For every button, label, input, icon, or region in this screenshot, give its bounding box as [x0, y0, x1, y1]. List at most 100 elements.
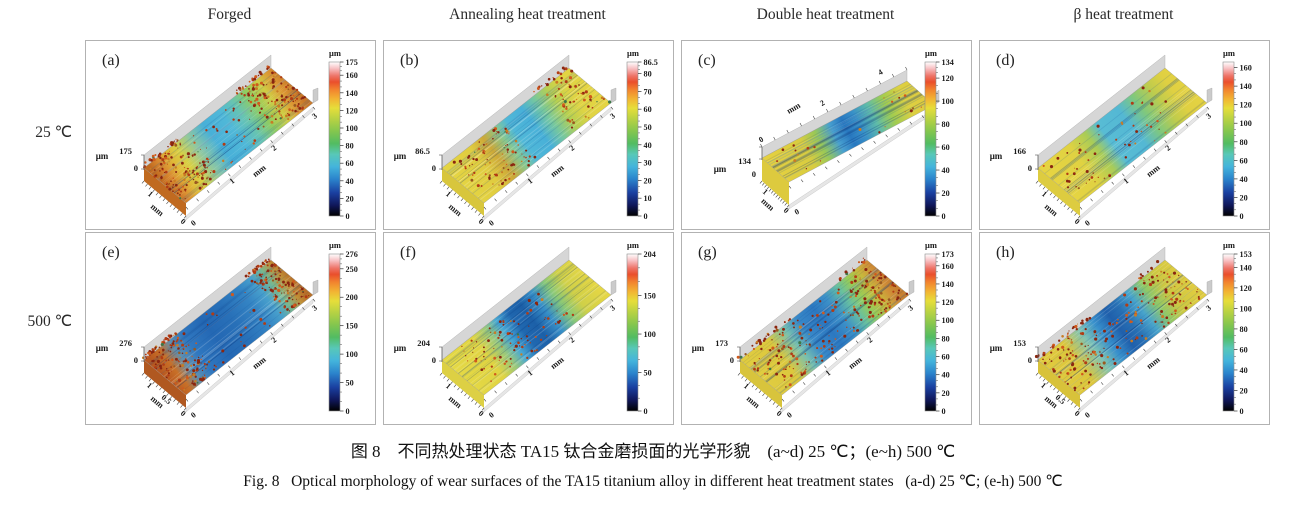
svg-text:μm: μm [627, 240, 639, 250]
svg-text:120: 120 [942, 74, 954, 83]
svg-text:1: 1 [146, 189, 155, 198]
svg-text:mm: mm [250, 354, 267, 371]
svg-text:0: 0 [134, 355, 138, 365]
svg-text:μm: μm [329, 240, 341, 250]
svg-text:1: 1 [742, 381, 751, 390]
svg-text:0: 0 [477, 409, 486, 418]
svg-text:2: 2 [1164, 335, 1173, 345]
svg-text:40: 40 [942, 166, 950, 175]
svg-text:0: 0 [1083, 410, 1092, 420]
svg-text:0: 0 [487, 218, 496, 228]
svg-text:μm: μm [925, 48, 937, 58]
svg-text:30: 30 [644, 159, 652, 168]
svg-text:160: 160 [942, 262, 954, 271]
svg-text:160: 160 [1240, 64, 1252, 73]
svg-text:0: 0 [346, 407, 350, 416]
svg-text:3: 3 [608, 111, 617, 121]
svg-text:40: 40 [1240, 366, 1248, 375]
svg-text:2: 2 [568, 335, 577, 345]
svg-text:0: 0 [189, 218, 198, 228]
svg-text:1: 1 [1039, 381, 1048, 390]
svg-text:mm: mm [1144, 354, 1161, 371]
svg-text:10: 10 [644, 194, 652, 203]
svg-text:0: 0 [1073, 217, 1082, 226]
svg-text:0: 0 [189, 410, 198, 420]
svg-text:1: 1 [228, 368, 237, 378]
svg-text:0: 0 [793, 207, 801, 217]
svg-text:0: 0 [775, 409, 784, 418]
svg-text:50: 50 [644, 123, 652, 132]
svg-text:0: 0 [1240, 212, 1244, 221]
svg-text:mm: mm [149, 201, 166, 218]
svg-text:134: 134 [738, 156, 752, 166]
svg-text:mm: mm [447, 393, 464, 410]
svg-text:120: 120 [346, 106, 358, 115]
svg-text:2: 2 [270, 335, 279, 345]
svg-text:86.5: 86.5 [644, 58, 658, 67]
svg-text:140: 140 [942, 280, 954, 289]
svg-text:0: 0 [1240, 407, 1244, 416]
column-header-double: Double heat treatment [756, 6, 895, 23]
svg-text:(f): (f) [400, 244, 416, 261]
svg-text:80: 80 [644, 70, 652, 79]
svg-text:2: 2 [270, 143, 279, 153]
svg-text:0: 0 [644, 407, 648, 416]
row-label-500c: 500 ℃ [27, 313, 72, 330]
panel-e: 1 0.5 0 mm 1 2 3 mm 0 μm 276 0 (e) μm 276 250 200 150 100 5… [85, 232, 376, 425]
svg-text:2: 2 [866, 335, 875, 345]
svg-text:250: 250 [346, 265, 358, 274]
svg-text:86.5: 86.5 [415, 146, 430, 156]
svg-text:(e): (e) [102, 244, 120, 261]
svg-text:mm: mm [745, 393, 762, 410]
svg-text:(g): (g) [698, 244, 717, 261]
svg-text:1: 1 [444, 189, 453, 198]
column-header-annealing: Annealing heat treatment [449, 6, 606, 23]
svg-text:120: 120 [1240, 101, 1252, 110]
svg-text:140: 140 [1240, 263, 1252, 272]
svg-text:μm: μm [96, 151, 109, 161]
svg-text:0: 0 [432, 163, 436, 173]
svg-text:mm: mm [846, 354, 863, 371]
svg-text:0: 0 [432, 355, 436, 365]
svg-text:0: 0 [179, 217, 188, 226]
svg-text:1: 1 [526, 176, 535, 186]
svg-text:100: 100 [1240, 119, 1252, 128]
svg-text:0: 0 [752, 169, 756, 179]
svg-text:0: 0 [1028, 355, 1032, 365]
svg-text:2: 2 [568, 143, 577, 153]
svg-text:3: 3 [608, 303, 617, 313]
svg-text:2: 2 [818, 98, 826, 108]
svg-text:(c): (c) [698, 52, 716, 69]
svg-text:0: 0 [942, 407, 946, 416]
panel-d: 1 0 mm 1 2 3 mm 0 μm 166 0 (d) μm 160 140 120 100 80 60 40 2… [979, 40, 1270, 230]
svg-text:50: 50 [346, 379, 354, 388]
svg-text:100: 100 [346, 124, 358, 133]
svg-text:mm: mm [1043, 201, 1060, 218]
svg-text:μm: μm [96, 343, 109, 353]
column-header-forged: Forged [207, 6, 252, 23]
svg-text:1: 1 [1040, 189, 1049, 198]
svg-text:2: 2 [1164, 143, 1173, 153]
panel-b: 1 0 mm 1 2 3 mm 0 μm 86.5 0 (b) μm 86.5 80 70 60 50 40 30 20… [383, 40, 674, 230]
panel-a: 1 0 mm 1 2 3 mm 0 μm 175 0 (a) μm 175 160 140 120 100 80 60… [85, 40, 376, 230]
svg-text:276: 276 [346, 250, 358, 259]
panel-h: 1 0.5 0 mm 1 2 3 mm 0 μm 153 0 (h) μm 153 140 120 100 80 60… [979, 232, 1270, 425]
svg-text:150: 150 [644, 292, 656, 301]
svg-text:(b): (b) [400, 52, 419, 69]
svg-text:mm: mm [447, 201, 464, 218]
svg-text:0: 0 [477, 217, 486, 226]
svg-text:μm: μm [990, 151, 1003, 161]
svg-text:mm: mm [548, 354, 565, 371]
svg-text:1: 1 [824, 368, 833, 378]
svg-text:1: 1 [1122, 176, 1131, 186]
svg-text:mm: mm [548, 162, 565, 179]
svg-text:120: 120 [942, 298, 954, 307]
svg-text:80: 80 [942, 120, 950, 129]
